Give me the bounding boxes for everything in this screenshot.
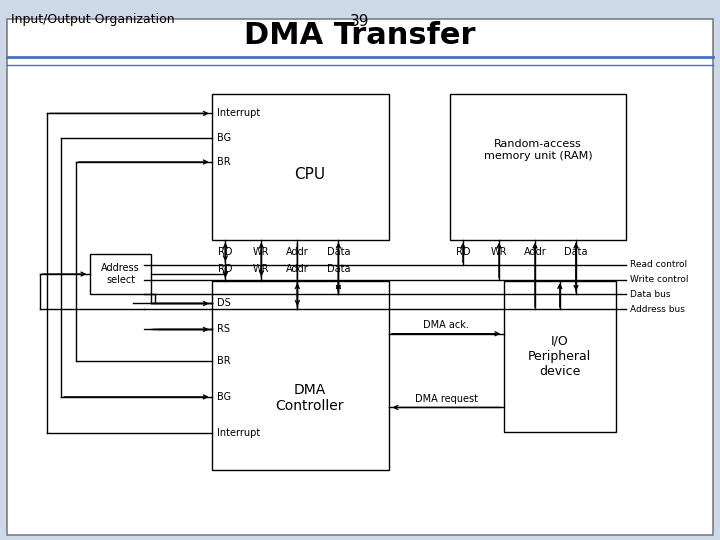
Text: 39: 39 — [350, 14, 370, 29]
Text: WR: WR — [253, 247, 269, 257]
Text: DMA Transfer: DMA Transfer — [244, 21, 476, 50]
Bar — [212, 281, 389, 470]
Text: Interrupt: Interrupt — [217, 109, 261, 118]
Text: BR: BR — [217, 356, 231, 366]
Text: WR: WR — [491, 247, 507, 257]
Bar — [450, 94, 626, 240]
Bar — [212, 94, 389, 240]
Bar — [90, 254, 151, 294]
Text: WR: WR — [253, 264, 269, 274]
Text: BG: BG — [217, 133, 232, 143]
Text: BR: BR — [217, 157, 231, 167]
Text: Addr: Addr — [286, 264, 309, 274]
Text: DS: DS — [217, 299, 231, 308]
Text: RD: RD — [218, 247, 233, 257]
Text: Addr: Addr — [286, 247, 309, 257]
Text: RD: RD — [456, 247, 470, 257]
Text: Input/Output Organization: Input/Output Organization — [11, 14, 174, 26]
Text: Interrupt: Interrupt — [217, 428, 261, 438]
Text: RS: RS — [217, 325, 230, 334]
Text: Address bus: Address bus — [630, 305, 685, 314]
Text: DMA ack.: DMA ack. — [423, 320, 469, 330]
Text: RD: RD — [218, 264, 233, 274]
Text: Random-access
memory unit (RAM): Random-access memory unit (RAM) — [484, 139, 593, 161]
Text: Data bus: Data bus — [630, 290, 670, 299]
Text: Data: Data — [327, 264, 350, 274]
Text: Data: Data — [564, 247, 588, 257]
Bar — [504, 281, 616, 432]
Text: I/O
Peripheral
device: I/O Peripheral device — [528, 335, 591, 378]
Text: Address
select: Address select — [102, 263, 140, 285]
Text: CPU: CPU — [294, 167, 325, 182]
Text: Data: Data — [327, 247, 350, 257]
Text: Write control: Write control — [630, 275, 688, 284]
Text: BG: BG — [217, 392, 232, 402]
Text: DMA
Controller: DMA Controller — [275, 383, 343, 413]
Text: DMA request: DMA request — [415, 394, 478, 404]
Text: Read control: Read control — [630, 260, 687, 269]
Text: Addr: Addr — [523, 247, 546, 257]
